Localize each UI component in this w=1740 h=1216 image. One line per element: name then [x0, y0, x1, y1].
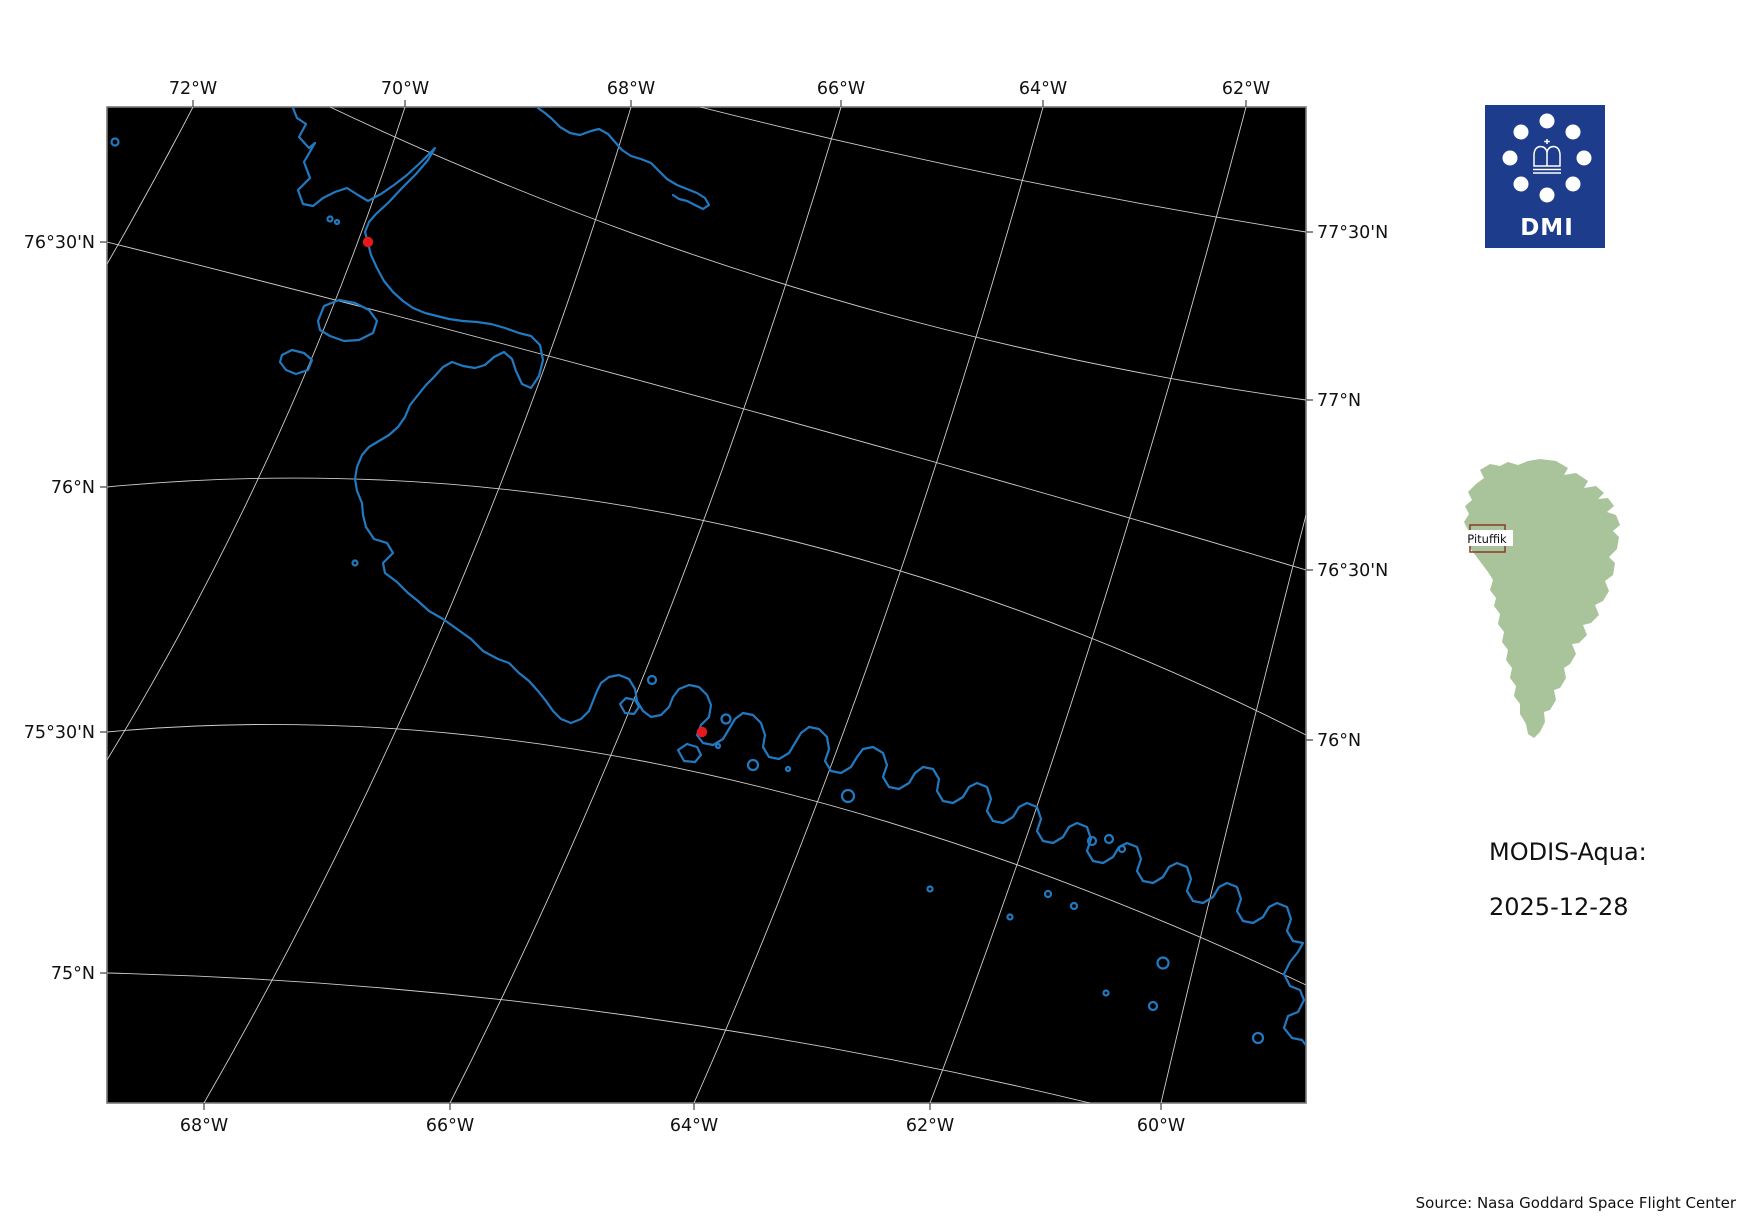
axis-ticks [100, 100, 1313, 1110]
meridian-72w [107, 107, 194, 265]
station-markers [362, 236, 708, 738]
axis-label-right-76n: 76°N [1317, 731, 1361, 751]
source-credit-text: Source: Nasa Goddard Space Flight Center [1416, 1194, 1737, 1212]
red-dot-marker-south [696, 726, 708, 738]
meridian-66w [449, 107, 842, 1103]
greenland-silhouette [1464, 459, 1620, 738]
axis-label-top-70w: 70°W [381, 79, 429, 99]
pituffik-label: Pituffik [1467, 532, 1507, 546]
crown-icon [1533, 139, 1561, 174]
product-title: MODIS-Aqua: [1489, 838, 1647, 866]
coastline-top-right [536, 107, 711, 211]
axis-label-left-75n: 75°N [51, 964, 95, 984]
axis-label-top-68w: 68°W [607, 79, 655, 99]
top-ticks [192, 100, 1247, 107]
meridian-70w [107, 107, 406, 761]
axis-label-bottom-64w: 64°W [670, 1116, 718, 1136]
product-date: 2025-12-28 [1489, 893, 1628, 921]
meridian-68w [203, 107, 632, 1103]
parallel-76n [107, 477, 1306, 736]
island-south-2 [676, 742, 703, 764]
coastline-layer [110, 107, 1306, 1048]
axis-label-top-72w: 72°W [169, 79, 217, 99]
greenland-inset: Pituffik [1461, 459, 1620, 738]
axis-label-bottom-68w: 68°W [180, 1116, 228, 1136]
islet-dots [110, 137, 1265, 1045]
parallel-75-30n [107, 723, 1306, 986]
axis-label-bottom-62w: 62°W [906, 1116, 954, 1136]
axis-label-bottom-66w: 66°W [426, 1116, 474, 1136]
axis-label-top-64w: 64°W [1019, 79, 1067, 99]
right-ticks [1306, 231, 1313, 741]
graticule-grid [107, 107, 1306, 1103]
meridian-60w [1160, 514, 1306, 1103]
axis-label-top-66w: 66°W [817, 79, 865, 99]
parallel-75n [107, 972, 1091, 1103]
axis-label-left-76n: 76°N [51, 478, 95, 498]
parallel-77n [329, 107, 1306, 401]
dmi-logo-background [1485, 105, 1605, 248]
axis-labels: 72°W 70°W 68°W 66°W 64°W 62°W 68°W 66°W … [24, 79, 1388, 1136]
red-dot-marker-north [362, 236, 374, 248]
bottom-ticks [203, 1103, 1162, 1110]
parallel-77-30n [699, 107, 1306, 233]
island-south-1 [618, 696, 641, 716]
pituffik-label-background [1461, 530, 1513, 546]
island-large-blob [316, 298, 379, 343]
axis-label-right-77n: 77°N [1317, 391, 1361, 411]
dmi-logo: DMI [1485, 105, 1605, 248]
dmi-logo-dots [1502, 113, 1592, 203]
map-frame [106, 106, 1307, 1104]
dmi-logo-label: DMI [1520, 215, 1574, 241]
axis-label-left-76-30n: 76°30'N [24, 233, 95, 253]
axis-label-bottom-60w: 60°W [1137, 1116, 1185, 1136]
axis-label-right-76-30n: 76°30'N [1317, 561, 1388, 581]
axis-label-right-77-30n: 77°30'N [1317, 223, 1388, 243]
meridian-64w [693, 107, 1044, 1103]
meridian-62w [929, 107, 1247, 1103]
parallel-76-30n [107, 241, 1306, 571]
axis-label-top-62w: 62°W [1222, 79, 1270, 99]
axis-label-left-75-30n: 75°30'N [24, 723, 95, 743]
island-west-small [278, 348, 314, 376]
coastline-mainland [291, 107, 1306, 1048]
left-ticks [100, 241, 107, 974]
